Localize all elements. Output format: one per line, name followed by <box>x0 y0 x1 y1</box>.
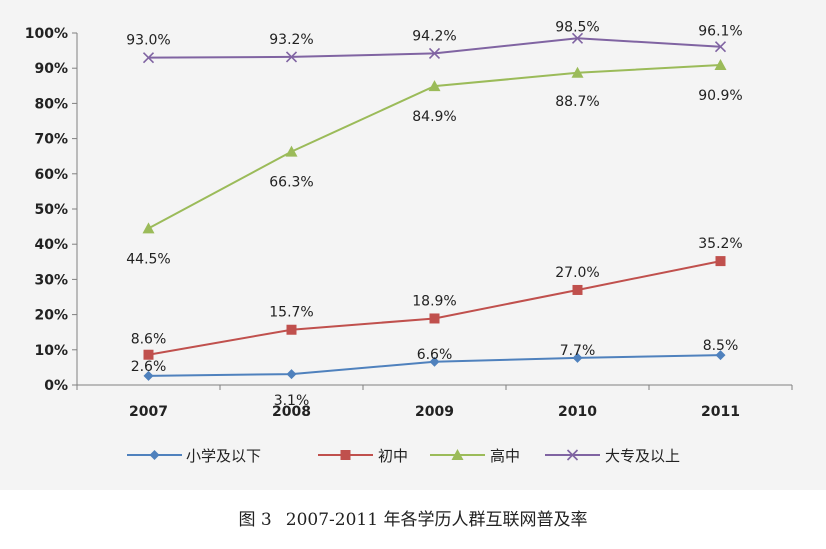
data-point <box>572 284 583 295</box>
data-label: 84.9% <box>412 109 456 125</box>
x-tick-label: 2007 <box>129 404 168 420</box>
data-label: 98.5% <box>555 19 599 35</box>
y-tick-label: 10% <box>34 343 68 359</box>
y-tick-label: 80% <box>34 96 68 112</box>
data-label: 93.0% <box>126 33 170 49</box>
legend-label: 初中 <box>378 447 408 465</box>
figure-title: 2007-2011 年各学历人群互联网普及率 <box>285 510 588 530</box>
data-label: 44.5% <box>126 251 170 267</box>
data-label: 8.6% <box>131 332 167 348</box>
y-tick-label: 70% <box>34 132 68 148</box>
legend-label: 大专及以上 <box>605 447 680 465</box>
data-point <box>286 369 297 380</box>
y-tick-label: 50% <box>34 202 68 218</box>
y-tick-label: 40% <box>34 237 68 253</box>
data-label: 90.9% <box>698 88 742 104</box>
data-label: 2.6% <box>131 359 167 375</box>
data-label: 6.6% <box>417 347 453 363</box>
legend-marker <box>340 450 351 460</box>
data-label: 66.3% <box>269 175 313 191</box>
data-label: 18.9% <box>412 293 456 309</box>
legend-marker <box>566 449 579 461</box>
data-label: 15.7% <box>269 305 313 321</box>
data-label: 96.1% <box>698 24 742 40</box>
data-label: 8.5% <box>703 338 739 354</box>
data-point <box>285 51 298 63</box>
data-point <box>571 32 584 44</box>
data-point <box>572 352 583 363</box>
data-point <box>285 145 298 157</box>
data-label: 35.2% <box>698 236 742 252</box>
y-tick-label: 30% <box>34 272 68 288</box>
legend-marker <box>451 449 464 460</box>
x-tick-label: 2011 <box>701 404 740 420</box>
data-point <box>429 313 440 324</box>
data-label: 94.2% <box>412 28 456 44</box>
y-tick-label: 60% <box>34 167 68 183</box>
y-tick-label: 0% <box>44 378 68 394</box>
data-point <box>143 370 154 381</box>
x-tick-label: 2010 <box>558 404 597 420</box>
data-point <box>715 256 726 267</box>
data-point <box>143 349 154 360</box>
figure-number: 图 3 <box>238 510 272 530</box>
data-point <box>714 41 727 53</box>
data-point <box>571 66 584 78</box>
legend-marker <box>149 450 160 460</box>
data-label: 7.7% <box>560 343 596 359</box>
line-chart: 0% 10% 20% 30% 40% 50% 60% 70% 80% 90% 100% 2007 200… <box>25 19 793 465</box>
data-label: 3.1% <box>274 393 310 409</box>
y-tick-label: 100% <box>25 26 68 42</box>
data-point <box>429 356 440 367</box>
figure-caption: 图 3 2007-2011 年各学历人群互联网普及率 <box>0 505 826 530</box>
x-tick-label: 2009 <box>415 404 454 420</box>
y-tick-label: 90% <box>34 61 68 77</box>
data-point <box>715 350 726 361</box>
data-point <box>714 59 727 71</box>
data-point <box>142 52 155 64</box>
chart-area: 0% 10% 20% 30% 40% 50% 60% 70% 80% 90% 100% 2007 200… <box>0 0 826 490</box>
data-point <box>428 47 441 59</box>
data-label: 27.0% <box>555 265 599 281</box>
y-tick-label: 20% <box>34 308 68 324</box>
data-label: 88.7% <box>555 94 599 110</box>
legend-label: 小学及以下 <box>186 447 261 465</box>
data-point <box>286 324 297 335</box>
data-label: 93.2% <box>269 32 313 48</box>
data-point <box>142 222 155 234</box>
legend-label: 高中 <box>490 447 520 465</box>
x-tick-label: 2008 <box>272 404 311 420</box>
data-point <box>428 80 441 92</box>
